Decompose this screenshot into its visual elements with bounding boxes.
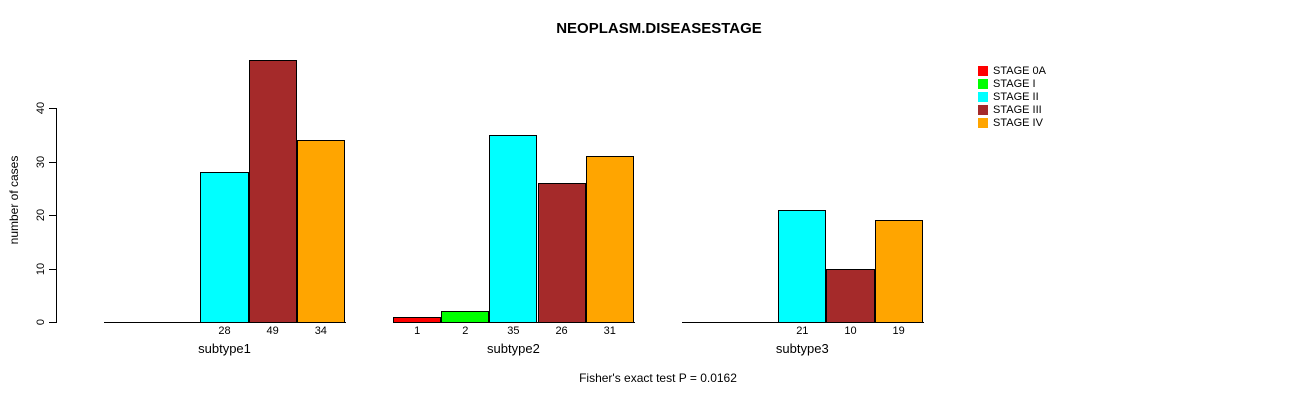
legend-item: STAGE III	[978, 103, 1046, 116]
bar-value-label: 49	[266, 325, 279, 337]
bar-value-label: 26	[555, 325, 568, 337]
legend-swatch-stage-0a	[978, 65, 988, 76]
bar-stage-0a-subtype2	[393, 316, 442, 323]
bar-stage-iv-subtype2	[585, 156, 634, 323]
category-label-subtype1: subtype1	[198, 341, 251, 356]
legend-item: STAGE II	[978, 90, 1046, 103]
legend-swatch-stage-iii	[978, 104, 988, 115]
y-axis-tick-label: 20	[35, 208, 47, 222]
legend-swatch-stage-ii	[978, 91, 988, 102]
footer-caption: Fisher's exact test P = 0.0162	[579, 371, 737, 385]
y-axis-tick-label: 40	[35, 101, 47, 115]
y-axis-tick	[49, 161, 56, 163]
legend-label: STAGE II	[993, 90, 1039, 103]
bar-stage-ii-subtype2	[489, 134, 538, 323]
bar-stage-i-subtype2	[441, 311, 490, 323]
bar-stage-ii-subtype1	[200, 172, 249, 323]
category-label-subtype3: subtype3	[775, 341, 829, 356]
bar-value-label: 10	[844, 325, 857, 337]
legend-item: STAGE I	[978, 77, 1046, 90]
chart-title: NEOPLASM.DISEASESTAGE	[556, 20, 762, 37]
legend: STAGE 0A STAGE I STAGE II STAGE III STAGE IV	[978, 64, 1046, 129]
y-axis-tick-label: 0	[35, 318, 47, 326]
bar-stage-iv-subtype1	[296, 140, 345, 323]
legend-swatch-stage-iv	[978, 117, 988, 128]
y-axis-tick	[49, 322, 56, 323]
bar-value-label: 1	[414, 325, 421, 337]
y-axis-tick-label: 30	[35, 155, 47, 168]
y-axis-tick-label: 10	[35, 262, 47, 275]
y-axis-line	[56, 108, 57, 323]
legend-label: STAGE III	[993, 103, 1042, 116]
bar-value-label: 28	[218, 325, 231, 337]
y-axis-tick	[49, 268, 56, 270]
bar-value-label: 21	[796, 325, 809, 337]
bar-value-label: 19	[892, 325, 905, 337]
legend-item: STAGE IV	[978, 116, 1046, 129]
bar-stage-iii-subtype1	[248, 59, 297, 323]
bar-value-label: 31	[603, 325, 616, 337]
bar-stage-ii-subtype3	[778, 209, 827, 323]
legend-label: STAGE IV	[993, 116, 1043, 129]
bar-stage-iii-subtype3	[826, 268, 875, 323]
bar-stage-iii-subtype2	[537, 182, 586, 323]
bar-value-label: 34	[314, 325, 327, 337]
legend-item: STAGE 0A	[978, 64, 1046, 77]
bar-value-label: 35	[507, 325, 520, 337]
legend-label: STAGE I	[993, 77, 1036, 90]
legend-swatch-stage-i	[978, 78, 988, 89]
bar-value-label: 2	[462, 325, 469, 337]
y-axis-tick	[49, 215, 56, 216]
legend-label: STAGE 0A	[993, 64, 1046, 77]
category-label-subtype2: subtype2	[487, 341, 540, 356]
bar-stage-iv-subtype3	[874, 220, 923, 323]
y-axis-tick	[49, 108, 56, 109]
